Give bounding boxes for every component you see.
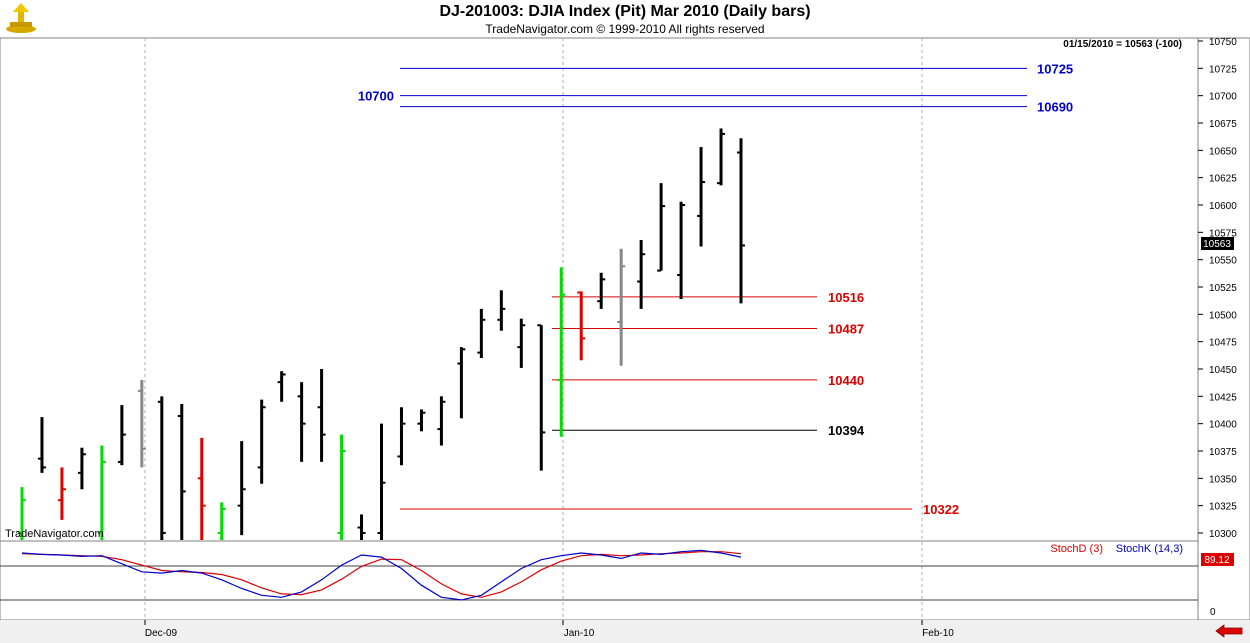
y-tick-label: 10375	[1209, 447, 1237, 458]
y-tick-label: 10500	[1209, 310, 1237, 321]
y-tick-label: 10525	[1209, 283, 1237, 294]
y-tick-label: 10575	[1209, 228, 1237, 239]
y-tick-label: 10400	[1209, 420, 1237, 431]
level-label: 10322	[923, 502, 959, 517]
y-tick-label: 10625	[1209, 174, 1237, 185]
y-tick-label: 10475	[1209, 338, 1237, 349]
stoch-value-label: 89.12	[1204, 555, 1229, 566]
y-tick-label: 10425	[1209, 392, 1237, 403]
chart-header: DJ-201003: DJIA Index (Pit) Mar 2010 (Da…	[0, 0, 1250, 38]
level-label: 10725	[1037, 61, 1073, 76]
stoch-value-badge	[1201, 553, 1234, 566]
level-label: 10440	[828, 373, 864, 388]
x-tick-label: Dec-09	[145, 628, 178, 639]
watermark-text: TradeNavigator.com	[5, 528, 104, 540]
x-axis-labels: Dec-09 Jan-10 Feb-10	[144, 620, 954, 639]
x-tick-label: Jan-10	[564, 628, 595, 639]
y-tick-label: 10700	[1209, 92, 1237, 103]
x-axis-panel	[0, 620, 1250, 643]
x-tick-label: Feb-10	[922, 628, 954, 639]
chart-title: DJ-201003: DJIA Index (Pit) Mar 2010 (Da…	[439, 3, 811, 20]
scroll-left-arrow-icon[interactable]	[1214, 624, 1244, 638]
level-label: 10516	[828, 290, 864, 305]
current-price-label: 10563	[1203, 239, 1231, 250]
price-panel	[0, 37, 1199, 542]
stochd-line	[21, 551, 742, 598]
stochastic-panel	[0, 540, 1199, 621]
stochastic-lines	[21, 549, 742, 601]
y-tick-label: 10450	[1209, 365, 1237, 376]
y-tick-label: 10350	[1209, 474, 1237, 485]
y-tick-label: 10325	[1209, 502, 1237, 513]
y-tick-label: 10650	[1209, 146, 1237, 157]
y-axis-ticks: 10750 10725 10700 10675 10650 10625 10600 10575…	[1198, 37, 1237, 540]
stochk-line	[21, 549, 742, 601]
y-tick-label: 10675	[1209, 119, 1237, 130]
current-price-badge	[1201, 237, 1234, 250]
level-label: 10487	[828, 322, 864, 337]
last-bar-info: 01/15/2010 = 10563 (-100)	[1063, 39, 1182, 50]
stochk-legend: StochK (14,3)	[1116, 543, 1183, 555]
ohlc-bars	[18, 128, 745, 540]
y-tick-label: 10750	[1209, 37, 1237, 48]
y-tick-label: 10600	[1209, 201, 1237, 212]
level-label: 10700	[358, 89, 394, 104]
trade-navigator-logo-icon	[6, 3, 36, 33]
y-tick-label: 10725	[1209, 64, 1237, 75]
level-label: 10690	[1037, 100, 1073, 115]
stoch-zero-label: 0	[1210, 607, 1216, 618]
stochd-legend: StochD (3)	[1050, 543, 1103, 555]
y-tick-label: 10550	[1209, 256, 1237, 267]
level-label: 10394	[828, 423, 865, 438]
level-lines: 10725 10700 10690 10516 10487 10440 10394 10322	[358, 61, 1073, 517]
chart-subtitle: TradeNavigator.com © 1999-2010 All right…	[485, 22, 765, 36]
y-tick-label: 10300	[1209, 529, 1237, 540]
